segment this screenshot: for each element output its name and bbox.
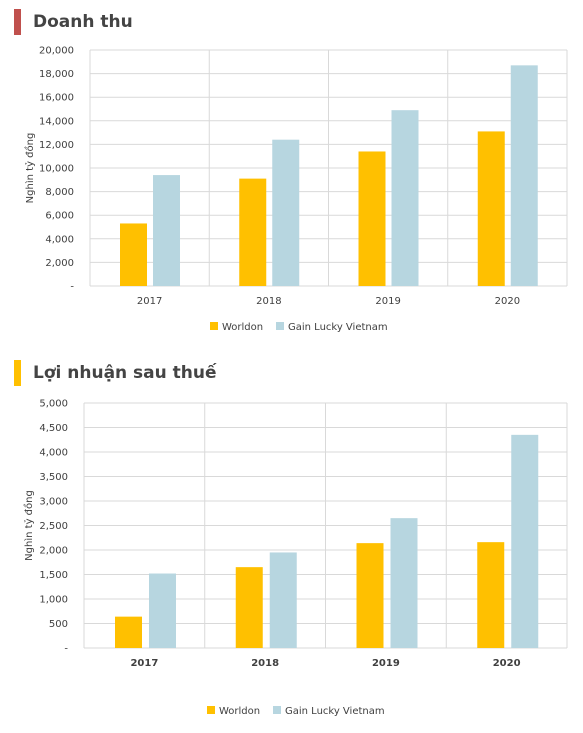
y-tick-label: 12,000 [39,140,74,151]
y-tick-label: 1,500 [39,570,68,581]
y-axis-label: Nghìn tỷ đồng [24,133,36,204]
y-tick-label: - [64,644,68,655]
legend-swatch [276,322,284,330]
legend-label: Gain Lucky Vietnam [288,322,388,333]
y-tick-label: 3,000 [39,497,68,508]
revenue-chart: - 2,000 4,000 6,000 8,000 10,000 12,000 14,000 1… [24,46,568,333]
y-tick-label: 2,000 [45,258,74,269]
legend-swatch [210,322,218,330]
x-category-label: 2020 [493,658,521,669]
y-tick-label: 2,500 [39,521,68,532]
y-tick-label: 20,000 [39,46,74,57]
y-tick-label: 5,000 [39,399,68,410]
legend-swatch [273,706,281,714]
y-tick-label: 6,000 [45,211,74,222]
bar-gain-lucky-vietnam [510,65,538,286]
x-category-label: 2017 [130,658,158,669]
bar-gain-lucky-vietnam [390,518,418,648]
profit-chart: - 500 1,000 1,500 2,000 2,500 3,000 3,500 4,000 4… [23,399,568,717]
legend-label: Worldon [219,706,260,717]
revenue-title: Doanh thu [33,12,133,32]
profit-title: Lợi nhuận sau thuế [33,363,217,383]
profit-section-title: Lợi nhuận sau thuế [14,360,217,386]
bar-worldon [477,131,505,286]
y-tick-label: - [70,282,74,293]
y-tick-label: 500 [49,619,68,630]
y-tick-label: 8,000 [45,187,74,198]
y-tick-label: 14,000 [39,116,74,127]
y-tick-label: 10,000 [39,164,74,175]
x-category-label: 2018 [256,296,281,307]
x-category-label: 2018 [251,658,279,669]
bar-gain-lucky-vietnam [272,139,300,286]
bar-worldon [235,567,263,648]
revenue-section-title: Doanh thu [14,9,133,35]
bar-gain-lucky-vietnam [269,552,297,648]
legend-label: Worldon [222,322,263,333]
y-tick-label: 3,500 [39,472,68,483]
y-axis-label: Nghìn tỷ đồng [23,490,35,561]
legend-label: Gain Lucky Vietnam [285,706,385,717]
y-tick-label: 18,000 [39,69,74,80]
x-category-label: 2019 [372,658,400,669]
bar-gain-lucky-vietnam [391,110,419,287]
bar-worldon [115,616,142,648]
x-category-label: 2019 [375,296,400,307]
bar-gain-lucky-vietnam [511,434,539,648]
y-tick-label: 2,000 [39,546,68,557]
bar-gain-lucky-vietnam [153,175,180,286]
bar-worldon [120,223,147,286]
legend-swatch [207,706,215,714]
title-accent-bar [14,360,21,386]
bar-worldon [239,178,267,286]
y-tick-label: 4,500 [39,423,68,434]
bar-worldon [477,542,505,648]
x-category-label: 2020 [495,296,520,307]
y-tick-label: 1,000 [39,595,68,606]
bar-worldon [356,543,384,648]
y-tick-label: 4,000 [39,448,68,459]
title-accent-bar [14,9,21,35]
y-tick-label: 16,000 [39,93,74,104]
y-tick-label: 4,000 [45,234,74,245]
bar-worldon [358,151,386,286]
x-category-label: 2017 [137,296,162,307]
bar-gain-lucky-vietnam [149,573,176,648]
